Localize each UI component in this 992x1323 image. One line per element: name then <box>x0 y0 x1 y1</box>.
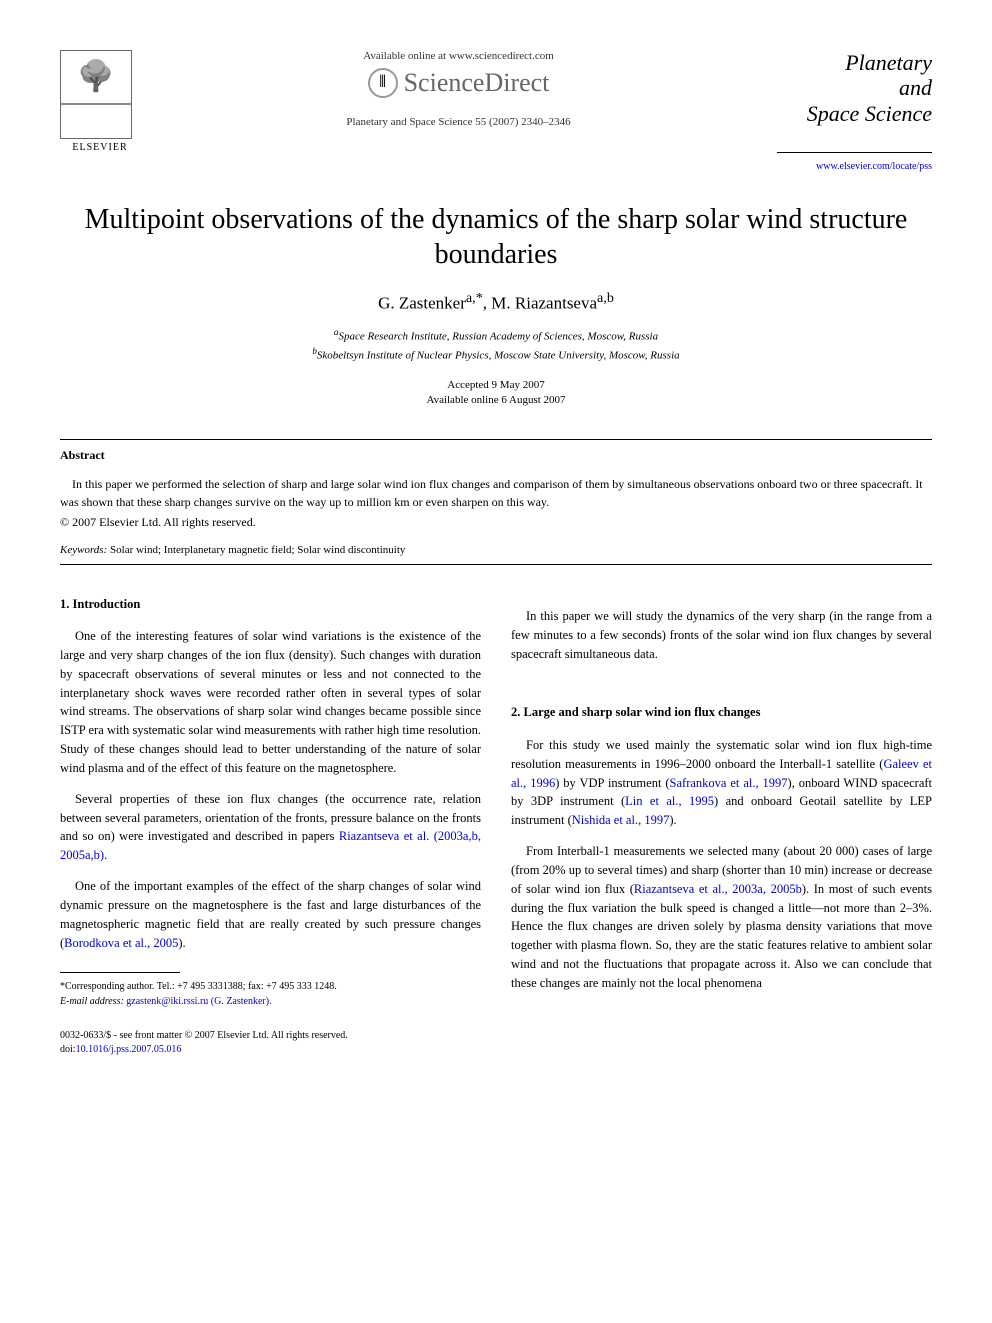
sec1-para1: One of the interesting features of solar… <box>60 627 481 777</box>
abstract-text: In this paper we performed the selection… <box>60 475 932 511</box>
author-1-sup: a,* <box>466 290 483 306</box>
journal-link[interactable]: www.elsevier.com/locate/pss <box>777 161 932 172</box>
keywords-label: Keywords: <box>60 544 107 556</box>
article-dates: Accepted 9 May 2007 Available online 6 A… <box>60 378 932 409</box>
body-columns: 1. Introduction One of the interesting f… <box>60 595 932 1058</box>
elsevier-tree-icon <box>60 50 132 139</box>
column-right: In this paper we will study the dynamics… <box>511 595 932 1058</box>
abstract-bottom-rule <box>60 564 932 565</box>
footnote-separator <box>60 972 180 973</box>
author-1: G. Zastenker <box>378 294 466 313</box>
page-container: ELSEVIER Available online at www.science… <box>0 0 992 1107</box>
abstract-top-rule <box>60 439 932 440</box>
affiliations: aaSpace Research Institute, Russian Acad… <box>60 326 932 364</box>
sciencedirect-icon: ⦀ <box>368 68 398 98</box>
column-left: 1. Introduction One of the interesting f… <box>60 595 481 1058</box>
abstract-heading: Abstract <box>60 448 932 463</box>
journal-box: Planetary and Space Science www.elsevier… <box>777 50 932 172</box>
center-header: Available online at www.sciencedirect.co… <box>140 50 777 128</box>
sciencedirect-text: ScienceDirect <box>404 68 550 98</box>
footer-copyright: 0032-0633/$ - see front matter © 2007 El… <box>60 1029 481 1043</box>
author-2-sup: a,b <box>597 290 614 306</box>
journal-title-line1: Planetary <box>845 50 932 75</box>
elsevier-label: ELSEVIER <box>60 142 140 153</box>
sec1-para3: One of the important examples of the eff… <box>60 877 481 952</box>
ref-borodkova-2005[interactable]: Borodkova et al., 2005 <box>64 936 178 950</box>
accepted-date: Accepted 9 May 2007 <box>60 378 932 393</box>
author-2: , M. Riazantseva <box>483 294 597 313</box>
sec2-para2: From Interball-1 measurements we selecte… <box>511 842 932 992</box>
affiliation-a: aaSpace Research Institute, Russian Acad… <box>60 326 932 345</box>
journal-title: Planetary and Space Science <box>777 50 932 126</box>
journal-divider <box>777 152 932 153</box>
keywords: Keywords: Solar wind; Interplanetary mag… <box>60 544 932 556</box>
available-online-text: Available online at www.sciencedirect.co… <box>160 50 757 62</box>
sec1-para2: Several properties of these ion flux cha… <box>60 790 481 865</box>
doi-link[interactable]: 10.1016/j.pss.2007.05.016 <box>76 1044 182 1055</box>
section-1-heading: 1. Introduction <box>60 595 481 614</box>
affiliation-b: bSkobeltsyn Institute of Nuclear Physics… <box>60 345 932 364</box>
abstract-copyright: © 2007 Elsevier Ltd. All rights reserved… <box>60 515 932 530</box>
article-title: Multipoint observations of the dynamics … <box>60 202 932 272</box>
journal-title-line3: Space Science <box>807 101 932 126</box>
corresponding-author-footnote: *Corresponding author. Tel.: +7 495 3331… <box>60 979 481 1009</box>
ref-riazantseva-2003a[interactable]: Riazantseva et al., 2003a, 2005b <box>634 882 802 896</box>
footnote-email: E-mail address: gzastenk@iki.rssi.ru (G.… <box>60 994 481 1009</box>
section-2-heading: 2. Large and sharp solar wind ion flux c… <box>511 703 932 722</box>
citation-text: Planetary and Space Science 55 (2007) 23… <box>160 116 757 128</box>
authors: G. Zastenkera,*, M. Riazantsevaa,b <box>60 290 932 314</box>
footnote-tel: *Corresponding author. Tel.: +7 495 3331… <box>60 979 481 994</box>
email-link[interactable]: gzastenk@iki.rssi.ru (G. Zastenker). <box>124 996 272 1007</box>
ref-safrankova-1997[interactable]: Safrankova et al., 1997 <box>670 776 788 790</box>
online-date: Available online 6 August 2007 <box>60 393 932 408</box>
ref-nishida-1997[interactable]: Nishida et al., 1997 <box>572 813 670 827</box>
sec2-para1: For this study we used mainly the system… <box>511 736 932 830</box>
header-row: ELSEVIER Available online at www.science… <box>60 50 932 172</box>
footer: 0032-0633/$ - see front matter © 2007 El… <box>60 1029 481 1057</box>
col2-para1: In this paper we will study the dynamics… <box>511 607 932 663</box>
keywords-list: Solar wind; Interplanetary magnetic fiel… <box>107 544 405 556</box>
journal-title-line2: and <box>899 75 932 100</box>
footer-doi: doi:10.1016/j.pss.2007.05.016 <box>60 1043 481 1057</box>
sciencedirect-brand: ⦀ ScienceDirect <box>160 68 757 98</box>
elsevier-logo: ELSEVIER <box>60 50 140 153</box>
ref-lin-1995[interactable]: Lin et al., 1995 <box>625 794 714 808</box>
